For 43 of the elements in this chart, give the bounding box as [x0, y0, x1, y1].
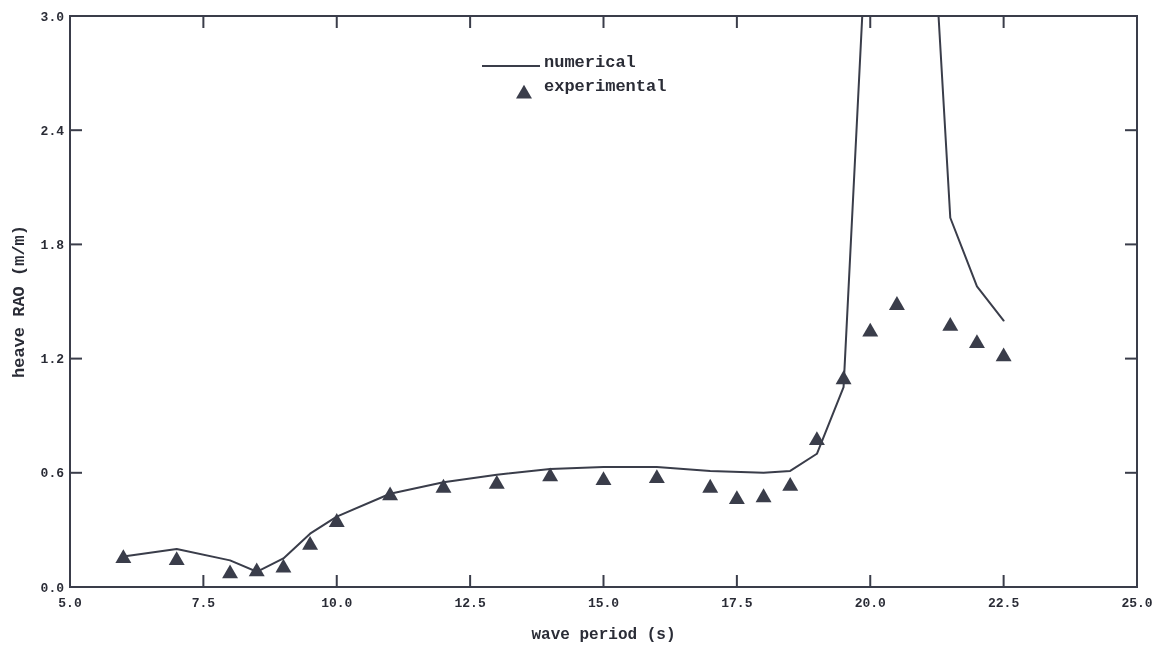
point	[248, 562, 265, 577]
x-tick-label: 7.5	[191, 596, 216, 611]
point	[968, 334, 985, 348]
point	[995, 347, 1012, 362]
point	[808, 431, 825, 446]
x-axis-title: wave period (s)	[531, 626, 676, 644]
x-tick-label: 10.0	[321, 596, 353, 611]
x-tick-label: 5.0	[58, 596, 82, 611]
x-tick-label: 20.0	[854, 596, 887, 611]
point	[435, 478, 452, 493]
point	[168, 551, 185, 565]
point	[702, 478, 719, 493]
point	[888, 296, 905, 310]
x-tick-label: 25.0	[1121, 596, 1153, 611]
point	[382, 486, 399, 501]
x-tick-label: 12.5	[454, 596, 486, 611]
y-tick-label: 2.4	[40, 123, 65, 139]
y-tick-label: 0.6	[40, 466, 65, 482]
point	[862, 322, 879, 337]
legend-label: numerical	[544, 53, 636, 73]
legend-label: experimental	[544, 77, 667, 97]
point	[755, 488, 772, 503]
y-tick-label: 1.2	[40, 352, 65, 368]
point	[835, 370, 852, 385]
point	[328, 513, 345, 527]
point	[115, 549, 132, 564]
point	[942, 317, 959, 331]
point	[222, 564, 239, 579]
point	[542, 467, 559, 482]
point	[275, 558, 292, 573]
x-tick-label: 17.5	[721, 596, 753, 611]
y-tick-label: 3.0	[40, 9, 65, 25]
point	[595, 471, 612, 486]
y-axis-title: heave RAO (m/m)	[10, 224, 29, 379]
point	[302, 535, 319, 550]
x-tick-label: 22.5	[988, 596, 1020, 611]
y-tick-label: 1.8	[40, 237, 65, 253]
point	[648, 469, 665, 484]
point	[782, 476, 799, 491]
point	[488, 475, 505, 489]
y-tick-label: 0.0	[40, 580, 65, 596]
x-tick-label: 15.0	[587, 596, 620, 611]
point	[728, 490, 745, 505]
